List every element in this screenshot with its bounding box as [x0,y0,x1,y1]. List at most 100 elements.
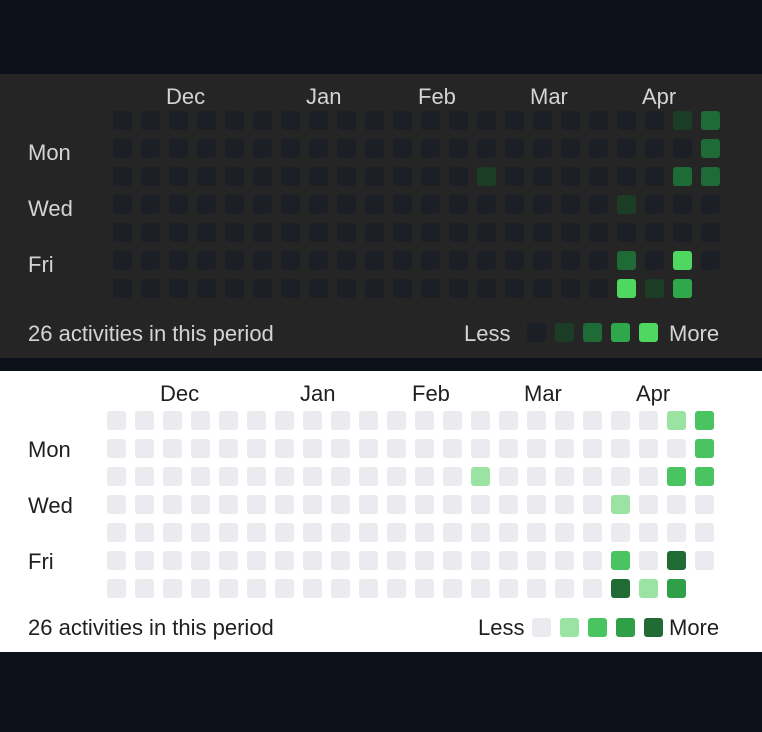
contribution-cell[interactable] [583,523,602,542]
contribution-cell[interactable] [589,167,608,186]
contribution-cell[interactable] [247,467,266,486]
contribution-cell[interactable] [365,139,384,158]
contribution-cell[interactable] [135,551,154,570]
contribution-cell[interactable] [555,579,574,598]
contribution-cell[interactable] [477,251,496,270]
contribution-cell[interactable] [225,251,244,270]
contribution-cell[interactable] [359,439,378,458]
contribution-cell[interactable] [477,167,496,186]
contribution-cell[interactable] [583,579,602,598]
contribution-cell[interactable] [337,195,356,214]
contribution-cell[interactable] [695,467,714,486]
contribution-cell[interactable] [673,223,692,242]
contribution-cell[interactable] [225,167,244,186]
contribution-cell[interactable] [639,551,658,570]
contribution-cell[interactable] [141,111,160,130]
contribution-cell[interactable] [477,223,496,242]
contribution-cell[interactable] [135,523,154,542]
contribution-cell[interactable] [527,523,546,542]
contribution-cell[interactable] [589,251,608,270]
contribution-cell[interactable] [611,551,630,570]
contribution-cell[interactable] [393,167,412,186]
contribution-cell[interactable] [331,523,350,542]
contribution-cell[interactable] [197,139,216,158]
contribution-cell[interactable] [337,139,356,158]
contribution-cell[interactable] [359,411,378,430]
contribution-cell[interactable] [393,111,412,130]
contribution-cell[interactable] [471,411,490,430]
contribution-cell[interactable] [303,551,322,570]
contribution-cell[interactable] [617,223,636,242]
contribution-cell[interactable] [113,279,132,298]
contribution-cell[interactable] [309,167,328,186]
contribution-cell[interactable] [533,279,552,298]
contribution-cell[interactable] [281,139,300,158]
contribution-cell[interactable] [499,467,518,486]
contribution-cell[interactable] [701,167,720,186]
contribution-cell[interactable] [113,195,132,214]
contribution-cell[interactable] [449,195,468,214]
contribution-cell[interactable] [667,439,686,458]
contribution-cell[interactable] [673,111,692,130]
contribution-cell[interactable] [421,111,440,130]
contribution-cell[interactable] [197,251,216,270]
contribution-cell[interactable] [113,251,132,270]
contribution-cell[interactable] [197,279,216,298]
contribution-cell[interactable] [471,579,490,598]
contribution-cell[interactable] [443,467,462,486]
contribution-cell[interactable] [499,495,518,514]
contribution-cell[interactable] [695,523,714,542]
contribution-cell[interactable] [331,439,350,458]
contribution-cell[interactable] [561,195,580,214]
contribution-cell[interactable] [561,223,580,242]
contribution-cell[interactable] [135,411,154,430]
contribution-cell[interactable] [533,111,552,130]
contribution-cell[interactable] [275,467,294,486]
contribution-cell[interactable] [421,195,440,214]
contribution-cell[interactable] [219,579,238,598]
contribution-cell[interactable] [253,111,272,130]
contribution-cell[interactable] [309,279,328,298]
contribution-cell[interactable] [667,467,686,486]
contribution-cell[interactable] [107,523,126,542]
contribution-cell[interactable] [527,467,546,486]
contribution-cell[interactable] [169,195,188,214]
contribution-cell[interactable] [645,195,664,214]
contribution-cell[interactable] [701,195,720,214]
contribution-cell[interactable] [421,251,440,270]
contribution-cell[interactable] [387,467,406,486]
contribution-cell[interactable] [449,111,468,130]
contribution-cell[interactable] [617,279,636,298]
contribution-cell[interactable] [505,223,524,242]
contribution-cell[interactable] [191,523,210,542]
contribution-cell[interactable] [107,411,126,430]
contribution-cell[interactable] [561,279,580,298]
contribution-cell[interactable] [331,467,350,486]
contribution-cell[interactable] [163,551,182,570]
contribution-cell[interactable] [337,111,356,130]
contribution-cell[interactable] [443,495,462,514]
contribution-cell[interactable] [281,111,300,130]
contribution-cell[interactable] [667,551,686,570]
contribution-cell[interactable] [701,139,720,158]
contribution-cell[interactable] [645,251,664,270]
contribution-cell[interactable] [527,439,546,458]
contribution-cell[interactable] [645,223,664,242]
contribution-cell[interactable] [443,579,462,598]
contribution-cell[interactable] [393,251,412,270]
contribution-cell[interactable] [499,411,518,430]
contribution-cell[interactable] [415,439,434,458]
contribution-cell[interactable] [359,495,378,514]
contribution-cell[interactable] [639,579,658,598]
contribution-cell[interactable] [505,195,524,214]
contribution-cell[interactable] [415,495,434,514]
contribution-cell[interactable] [393,223,412,242]
contribution-cell[interactable] [449,139,468,158]
contribution-cell[interactable] [219,411,238,430]
contribution-cell[interactable] [163,495,182,514]
contribution-cell[interactable] [191,579,210,598]
contribution-cell[interactable] [253,251,272,270]
contribution-cell[interactable] [499,523,518,542]
contribution-cell[interactable] [527,579,546,598]
contribution-cell[interactable] [135,579,154,598]
